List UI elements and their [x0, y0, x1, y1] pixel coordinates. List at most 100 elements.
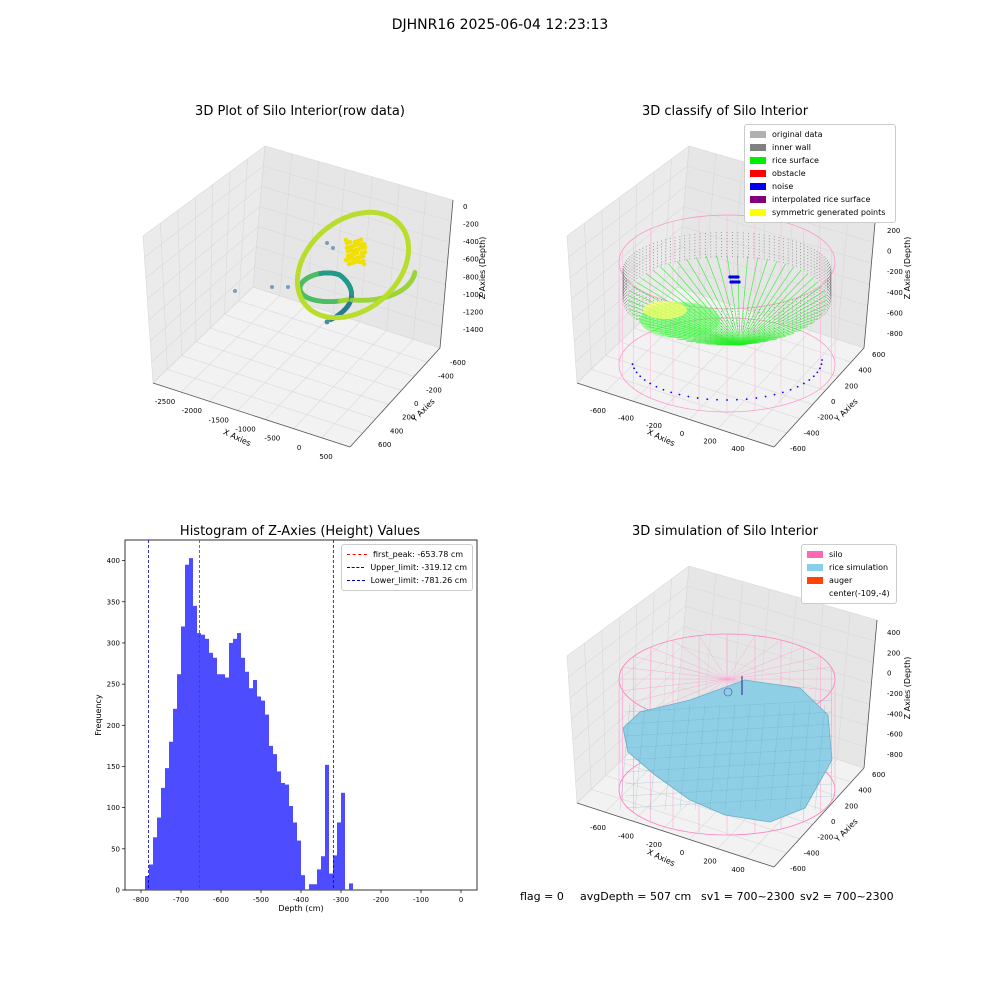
cls-grid-line: [717, 330, 811, 429]
cls-y-axis-line: [773, 347, 865, 448]
y-tick-label: -200: [426, 386, 442, 394]
x-tick-label: -600: [590, 824, 606, 832]
x-tick-label: -400: [293, 896, 309, 904]
noise-point: [789, 388, 792, 391]
sim-grid-line: [605, 775, 800, 839]
raw-point: [320, 298, 325, 304]
z-tick-label: -800: [887, 751, 903, 759]
sim-grid-line: [836, 612, 851, 760]
x-tick-label: -1000: [235, 426, 255, 434]
z-tick-label: -800: [887, 330, 903, 338]
sim-grid-line: [566, 655, 578, 804]
z-tick-label: -600: [463, 256, 479, 264]
x-tick-label: -400: [618, 415, 634, 423]
mesh-line: [624, 723, 833, 737]
raw-grid-line: [279, 153, 293, 296]
histogram-bar: [309, 884, 313, 890]
legend-entry: first_peak: -653.78 cm: [347, 548, 467, 561]
x-tick-label: -600: [590, 407, 606, 415]
raw-point: [409, 278, 414, 284]
y-tick-label: 200: [845, 382, 858, 390]
rice-surface-line: [676, 260, 741, 346]
histogram-bar: [321, 856, 325, 890]
sim-grid-line: [662, 578, 672, 721]
histogram-bar: [149, 864, 153, 890]
mesh-line: [769, 704, 781, 811]
raw-grid-line: [254, 266, 442, 328]
z-tick-label: 0: [887, 248, 891, 256]
silo-roof-wire: [650, 646, 728, 680]
raw-outlier-point: [325, 241, 329, 245]
raw-grid-line: [195, 341, 389, 405]
legend-swatch: [347, 554, 367, 555]
legend-label: inner wall: [772, 143, 812, 152]
mesh-line: [624, 735, 833, 749]
classify-plot-title: 3D classify of Silo Interior: [641, 104, 809, 119]
cls-grid-line: [678, 266, 866, 328]
legend-entry: original data: [750, 128, 890, 141]
legend-entry: Upper_limit: -319.12 cm: [347, 561, 467, 574]
raw-grid-line: [209, 304, 307, 402]
raw-point: [354, 250, 360, 256]
cls-grid-line: [682, 226, 870, 285]
mesh-line: [709, 704, 721, 811]
rice-surface-line: [695, 257, 741, 346]
legend-swatch: [750, 131, 766, 138]
x-tick-label: 500: [319, 453, 332, 461]
x-tick-label: -300: [333, 896, 349, 904]
y-tick-label: 400: [858, 367, 871, 375]
mesh-line: [724, 704, 736, 811]
noise-point: [687, 395, 690, 398]
rice-surface-line: [739, 273, 809, 346]
raw-point: [308, 273, 314, 279]
noise-point: [802, 382, 805, 385]
legend-swatch: [750, 183, 766, 190]
cls-grid-line: [591, 369, 787, 434]
x-tick-label: -800: [133, 896, 149, 904]
histogram-bar: [277, 771, 281, 890]
histogram-bar: [181, 626, 185, 890]
raw-grid-line: [142, 235, 154, 384]
raw-point: [330, 270, 335, 276]
z-tick-label: 400: [887, 629, 900, 637]
x-tick-label: -2000: [182, 407, 202, 415]
histogram-bar: [273, 754, 277, 890]
x-tick-label: 400: [731, 866, 744, 874]
sim-grid-line: [688, 565, 878, 621]
noise-point: [812, 375, 815, 378]
y-tick-label: 0: [116, 887, 120, 895]
noise-point: [736, 398, 738, 401]
mesh-line: [679, 704, 691, 811]
rice-surface-line: [739, 266, 795, 346]
raw-grid-line: [194, 197, 197, 342]
raw-grid-line: [209, 184, 214, 329]
raw-point: [311, 297, 317, 303]
legend-label: original data: [772, 130, 823, 139]
x-tick-label: 0: [459, 896, 463, 904]
histogram-legend: first_peak: -653.78 cm Upper_limit: -319.…: [341, 544, 473, 591]
mesh-line: [649, 704, 661, 811]
histogram-bar: [333, 855, 337, 890]
rice-surface-line: [667, 263, 741, 346]
noise-point: [816, 371, 819, 374]
raw-point: [349, 289, 354, 295]
sim-grid-line: [569, 606, 686, 699]
raw-point: [333, 299, 338, 304]
rice-surface-line: [739, 313, 823, 346]
histogram-bar: [173, 708, 177, 890]
histogram-bar: [293, 822, 297, 890]
noise-point: [820, 363, 823, 366]
z-tick-label: -200: [887, 690, 903, 698]
raw-outlier-point: [270, 285, 274, 289]
sim-grid-line: [601, 630, 606, 776]
noise-point: [728, 275, 732, 279]
raw-point: [403, 285, 408, 290]
raw-point: [362, 244, 368, 250]
raw-grid-line: [167, 369, 363, 434]
x-tick-label: -200: [373, 896, 389, 904]
raw-point: [337, 298, 343, 304]
z-tick-label: -1200: [463, 308, 483, 316]
raw-point: [303, 276, 308, 282]
legend-swatch: [807, 577, 823, 584]
cls-grid-line: [745, 339, 838, 439]
